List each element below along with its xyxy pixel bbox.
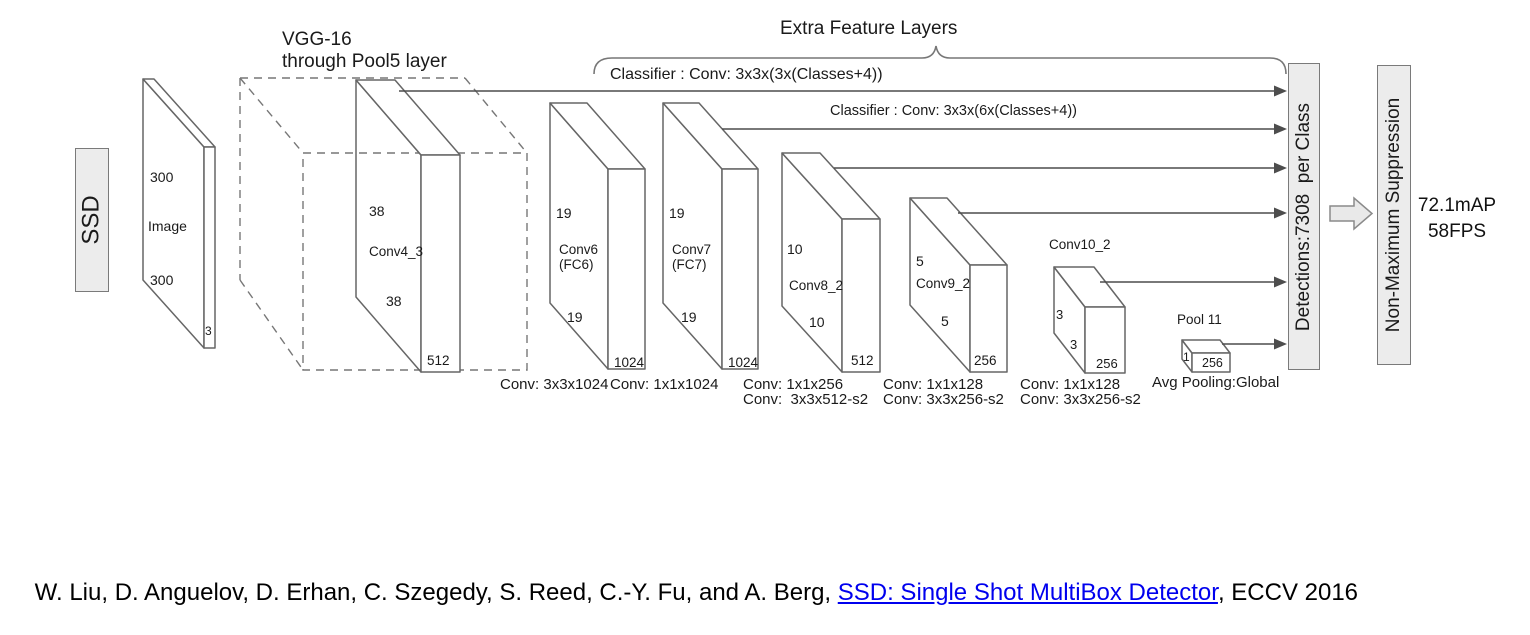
conv4_3-width-label: 38 [386,293,402,309]
classifier-label-conv4_3: Classifier : Conv: 3x3x(3x(Classes+4)) [610,66,883,83]
op-conv10-2-label: Conv: 3x3x256-s2 [1020,391,1141,408]
citation-suffix: , ECCV 2016 [1217,579,1359,606]
op-conv8-1-label: Conv: 1x1x256 [743,376,844,393]
pool11-name-label: Pool 11 [1177,312,1222,327]
pool11-depth-label: 256 [1202,356,1223,370]
performance-metrics: 72.1mAP 58FPS [1405,193,1509,245]
vgg-label-line1: VGG-16 [282,29,352,50]
conv4_3-height-label: 38 [369,203,385,219]
op-avg-pooling-label: Avg Pooling:Global [1152,374,1280,391]
conv8_2-name-label: Conv8_2 [789,278,844,293]
op-conv9-1-label: Conv: 1x1x128 [883,376,984,393]
ssd-architecture-figure: SSD Detections:7308 per Class Non-Maximu… [35,18,1509,606]
arrowheads [1274,85,1287,350]
vgg16-dashed-box [239,77,528,371]
conv9_2-height-label: 5 [916,253,924,269]
vgg-label-line2: through Pool5 layer [282,51,447,72]
citation: W. Liu, D. Anguelov, D. Erhan, C. Szeged… [8,551,1358,635]
conv7-depth-label: 1024 [728,355,759,370]
conv7-slab [662,102,759,370]
detections-box: Detections:7308 per Class [1288,63,1320,370]
conv7-height-label: 19 [669,205,685,221]
classifier-label-conv7: Classifier : Conv: 3x3x(6x(Classes+4)) [830,103,1077,119]
pool11-height-label: 1 [1183,350,1190,364]
citation-authors: W. Liu, D. Anguelov, D. Erhan, C. Szeged… [34,579,838,606]
image-layer-slab [142,78,216,349]
conv4_3-slab [355,79,461,373]
op-conv9-2-label: Conv: 3x3x256-s2 [883,391,1004,408]
conv10_2-width-label: 3 [1070,337,1078,352]
diagram-canvas [142,45,1374,374]
conv8_2-slab [781,152,881,373]
conv6-alias-label: (FC6) [559,257,594,272]
conv10_2-depth-label: 256 [1096,356,1118,371]
nms-box: Non-Maximum Suppression [1377,65,1411,365]
conv4_3-name-label: Conv4_3 [369,244,424,259]
image-depth-label: 3 [205,324,212,338]
op-conv6-label: Conv: 3x3x1024 [500,376,609,393]
conv6-width-label: 19 [567,309,583,325]
pool11-slab [1181,339,1231,373]
op-conv7-label: Conv: 1x1x1024 [610,376,719,393]
conv7-width-label: 19 [681,309,697,325]
conv7-name-label: Conv7 [672,242,712,257]
feature-arrows [399,90,1275,345]
conv9_2-width-label: 5 [941,313,949,329]
image-name-label: Image [148,218,187,234]
conv6-height-label: 19 [556,205,572,221]
nms-box-label: Non-Maximum Suppression [1383,97,1405,333]
conv7-alias-label: (FC7) [672,257,707,272]
op-conv8-2-label: Conv: 3x3x512-s2 [743,391,869,408]
conv10_2-height-label: 3 [1056,307,1064,322]
extra-feature-layers-brace [593,45,1287,75]
image-height-label: 300 [150,169,174,185]
conv9_2-slab [909,197,1008,373]
conv10_2-name-label: Conv10_2 [1049,237,1111,252]
conv8_2-depth-label: 512 [851,353,874,368]
detections-box-label: Detections:7308 per Class [1293,102,1314,331]
conv8_2-width-label: 10 [809,314,825,330]
conv4_3-depth-label: 512 [427,353,450,368]
op-conv10-1-label: Conv: 1x1x128 [1020,376,1121,393]
conv6-slab [549,102,646,370]
map-value: 72.1mAP [1417,195,1497,216]
image-width-label: 300 [150,272,174,288]
ssd-box: SSD [75,148,109,292]
conv8_2-height-label: 10 [787,241,803,257]
ssd-box-label: SSD [78,195,106,245]
conv6-depth-label: 1024 [614,355,645,370]
citation-paper-link[interactable]: SSD: Single Shot MultiBox Detector [837,579,1218,606]
conv9_2-depth-label: 256 [974,353,997,368]
fps-value: 58FPS [1427,221,1487,242]
conv9_2-name-label: Conv9_2 [916,276,971,291]
conv10_2-slab [1053,266,1126,374]
extra-feature-layers-title: Extra Feature Layers [780,18,958,39]
block-arrow-icon [1329,196,1374,231]
conv6-name-label: Conv6 [559,242,599,257]
